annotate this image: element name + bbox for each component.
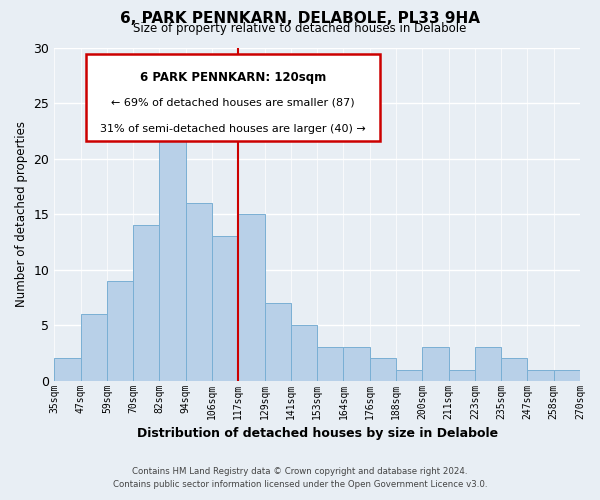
Bar bbox=[501, 358, 527, 380]
Bar bbox=[212, 236, 238, 380]
Bar bbox=[396, 370, 422, 380]
Text: 31% of semi-detached houses are larger (40) →: 31% of semi-detached houses are larger (… bbox=[100, 124, 366, 134]
Bar bbox=[527, 370, 554, 380]
Text: 6 PARK PENNKARN: 120sqm: 6 PARK PENNKARN: 120sqm bbox=[140, 71, 326, 84]
Bar bbox=[80, 314, 107, 380]
FancyBboxPatch shape bbox=[86, 54, 380, 141]
Bar bbox=[475, 348, 501, 380]
Text: Size of property relative to detached houses in Delabole: Size of property relative to detached ho… bbox=[133, 22, 467, 35]
Y-axis label: Number of detached properties: Number of detached properties bbox=[15, 121, 28, 307]
Bar bbox=[554, 370, 580, 380]
Text: ← 69% of detached houses are smaller (87): ← 69% of detached houses are smaller (87… bbox=[111, 98, 355, 108]
Bar bbox=[107, 280, 133, 380]
Bar bbox=[160, 103, 186, 380]
Bar bbox=[449, 370, 475, 380]
Bar bbox=[133, 225, 160, 380]
Bar bbox=[370, 358, 396, 380]
Bar bbox=[343, 348, 370, 380]
Bar bbox=[291, 325, 317, 380]
Bar bbox=[238, 214, 265, 380]
Bar bbox=[54, 358, 80, 380]
Bar bbox=[422, 348, 449, 380]
Text: Contains HM Land Registry data © Crown copyright and database right 2024.
Contai: Contains HM Land Registry data © Crown c… bbox=[113, 467, 487, 489]
Bar bbox=[186, 203, 212, 380]
Text: 6, PARK PENNKARN, DELABOLE, PL33 9HA: 6, PARK PENNKARN, DELABOLE, PL33 9HA bbox=[120, 11, 480, 26]
Bar bbox=[317, 348, 343, 380]
X-axis label: Distribution of detached houses by size in Delabole: Distribution of detached houses by size … bbox=[137, 427, 498, 440]
Bar bbox=[265, 303, 291, 380]
